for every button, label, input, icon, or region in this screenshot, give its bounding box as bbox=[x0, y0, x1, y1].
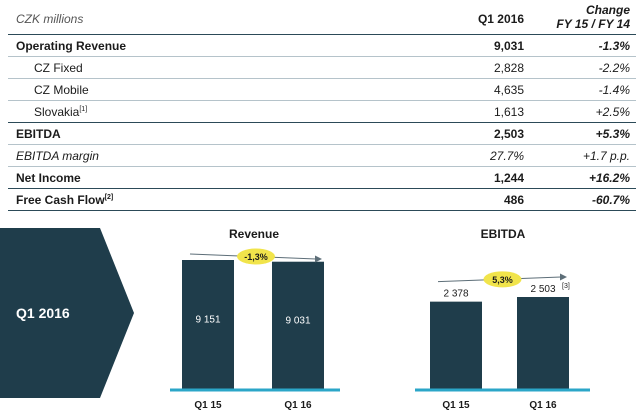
row-value: 1,613 bbox=[493, 105, 524, 119]
revenue-data-label: 9 151 bbox=[195, 314, 220, 325]
row-label: Free Cash Flow[2] bbox=[16, 193, 113, 207]
row-value: 486 bbox=[503, 193, 524, 207]
ebitda-chart-title: EBITDA bbox=[481, 227, 526, 241]
footnote-marker: [1] bbox=[79, 106, 88, 113]
row-label: Net Income bbox=[16, 171, 81, 185]
ebitda-change-badge bbox=[483, 271, 522, 288]
period-banner bbox=[0, 228, 134, 398]
row-change: +5.3% bbox=[595, 127, 630, 141]
row-change: +2.5% bbox=[595, 105, 630, 119]
change-column-header: Change FY 15 / FY 14 bbox=[530, 3, 630, 31]
revenue-data-label: 9 031 bbox=[285, 315, 310, 326]
row-value: 4,635 bbox=[493, 83, 524, 97]
revenue-bar bbox=[272, 261, 324, 390]
ebitda-category-label: Q1 15 bbox=[442, 400, 470, 411]
row-value: 2,828 bbox=[493, 61, 524, 75]
ebitda-bar bbox=[517, 297, 569, 390]
table-row: Slovakia[1] 1,613 +2.5% bbox=[8, 101, 636, 123]
footnote-marker: [2] bbox=[104, 194, 114, 201]
table-header: CZK millions Q1 2016 Change FY 15 / FY 1… bbox=[8, 0, 636, 35]
unit-label: CZK millions bbox=[16, 12, 84, 26]
table-row: Operating Revenue 9,031 -1.3% bbox=[8, 35, 636, 57]
row-change: -2.2% bbox=[598, 61, 630, 75]
change-header-line2: FY 15 / FY 14 bbox=[556, 17, 630, 31]
table-row: Net Income 1,244 +16.2% bbox=[8, 167, 636, 189]
revenue-category-label: Q1 15 bbox=[194, 400, 222, 411]
revenue-chart-title: Revenue bbox=[229, 227, 279, 241]
financial-table: CZK millions Q1 2016 Change FY 15 / FY 1… bbox=[8, 0, 636, 211]
row-label: Slovakia[1] bbox=[34, 105, 87, 119]
ebitda-arrow-head bbox=[560, 273, 567, 281]
ebitda-footnote-marker: [3] bbox=[562, 283, 570, 290]
row-label: CZ Fixed bbox=[34, 61, 83, 75]
row-label-text: Free Cash Flow bbox=[16, 193, 105, 207]
row-change: -60.7% bbox=[591, 193, 630, 207]
row-label: CZ Mobile bbox=[34, 83, 89, 97]
row-value: 2,503 bbox=[493, 127, 524, 141]
revenue-bar bbox=[182, 260, 234, 390]
row-label: EBITDA margin bbox=[16, 149, 99, 163]
row-label: Operating Revenue bbox=[16, 39, 127, 53]
row-value: 9,031 bbox=[493, 39, 524, 53]
ebitda-bar bbox=[430, 301, 482, 390]
table-row: Free Cash Flow[2] 486 -60.7% bbox=[8, 189, 636, 211]
ebitda-change-label: 5,3% bbox=[492, 275, 513, 285]
revenue-arrow-head bbox=[315, 255, 322, 263]
row-value: 1,244 bbox=[493, 171, 524, 185]
revenue-category-label: Q1 16 bbox=[284, 400, 312, 411]
row-change: -1.4% bbox=[598, 83, 630, 97]
table-row: CZ Mobile 4,635 -1.4% bbox=[8, 79, 636, 101]
row-label-text: Slovakia bbox=[34, 105, 80, 119]
row-value: 27.7% bbox=[489, 149, 524, 163]
ebitda-data-label: 2 378 bbox=[443, 289, 468, 300]
revenue-change-badge bbox=[237, 248, 275, 265]
row-change: -1.3% bbox=[598, 39, 630, 53]
row-change: +1.7 p.p. bbox=[582, 149, 630, 163]
table-row: EBITDA margin 27.7% +1.7 p.p. bbox=[8, 145, 636, 167]
change-header-line1: Change bbox=[585, 3, 630, 17]
banner-label: Q1 2016 bbox=[16, 305, 70, 321]
ebitda-data-label: 2 503 bbox=[530, 284, 555, 295]
row-change: +16.2% bbox=[588, 171, 630, 185]
table-row: CZ Fixed 2,828 -2.2% bbox=[8, 57, 636, 79]
revenue-change-label: -1,3% bbox=[244, 252, 268, 262]
period-column-header: Q1 2016 bbox=[477, 12, 524, 26]
ebitda-category-label: Q1 16 bbox=[529, 400, 557, 411]
row-label: EBITDA bbox=[16, 127, 61, 141]
table-row: EBITDA 2,503 +5.3% bbox=[8, 123, 636, 145]
